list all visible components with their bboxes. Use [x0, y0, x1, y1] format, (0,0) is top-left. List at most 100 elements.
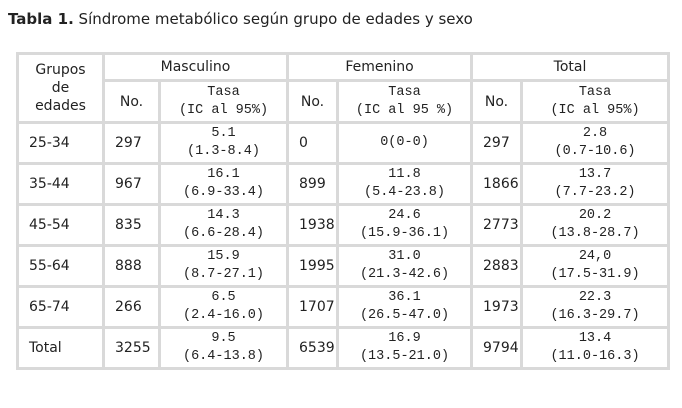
- data-table: Grupos de edades Masculino Femenino Tota…: [16, 51, 671, 370]
- cell-f-no-line-1: 1938: [299, 217, 335, 233]
- cell-f-rate-line-2: (13.5-21.0): [359, 349, 450, 364]
- cell-f-no: 0: [286, 121, 339, 165]
- cell-m-rate-line-1: 14.3: [207, 208, 240, 223]
- cell-m-no: 888: [102, 244, 161, 288]
- cell-m-no-line-1: 297: [115, 135, 142, 151]
- cell-m-rate-line-2: (2.4-16.0): [182, 308, 264, 323]
- cell-m-no-line-1: 835: [115, 217, 142, 233]
- cell-age-group: 55-64: [16, 244, 105, 288]
- header-age-group: Grupos de edades: [16, 52, 105, 124]
- cell-f-no-line-1: 1707: [299, 299, 335, 315]
- header-total: Total: [470, 51, 671, 83]
- header-age-line-1: Grupos: [35, 62, 86, 78]
- cell-t-rate-line-1: 24,0: [578, 249, 612, 264]
- cell-f-no-line-1: 0: [299, 135, 308, 151]
- header-age-line-2: de: [51, 80, 70, 96]
- table-row: 25-34 297 5.1 (1.3-8.4) 0 0(0-0) 297 2.8 (0.7-10…: [16, 121, 671, 165]
- cell-t-no-line-1: 297: [483, 135, 510, 151]
- cell-f-no: 1995: [286, 244, 339, 288]
- cell-m-no: 297: [102, 121, 161, 165]
- header-t-rate-line-1: Tasa: [578, 84, 612, 100]
- cell-m-rate-line-1: 9.5: [211, 331, 236, 346]
- cell-f-rate: 16.9 (13.5-21.0): [335, 326, 474, 370]
- cell-age-group-line-1: 25-34: [29, 135, 70, 151]
- header-femenino: Femenino: [285, 51, 474, 83]
- cell-m-no: 835: [102, 203, 161, 247]
- cell-t-rate-line-1: 13.4: [578, 331, 612, 346]
- header-masculino: Masculino: [102, 51, 289, 83]
- cell-m-rate-line-2: (6.6-28.4): [182, 226, 264, 241]
- header-m-rate: Tasa (IC al 95%): [158, 79, 289, 124]
- cell-m-rate-line-2: (6.4-13.8): [182, 349, 264, 364]
- cell-f-no: 6539: [286, 326, 339, 370]
- cell-t-no-line-1: 1866: [483, 176, 519, 192]
- cell-t-rate: 2.8 (0.7-10.6): [520, 121, 671, 165]
- cell-t-rate-line-1: 20.2: [578, 208, 612, 223]
- cell-t-no: 2773: [470, 203, 524, 247]
- cell-t-no: 1973: [470, 285, 524, 329]
- cell-m-no: 3255: [102, 326, 161, 370]
- table-body: Grupos de edades Masculino Femenino Tota…: [16, 51, 671, 370]
- cell-m-rate: 14.3 (6.6-28.4): [158, 203, 289, 247]
- cell-t-no: 2883: [470, 244, 524, 288]
- table-row: 35-44 967 16.1 (6.9-33.4) 899 11.8 (5.4-23.8) 1…: [16, 162, 671, 206]
- cell-m-rate-line-1: 5.1: [211, 126, 236, 141]
- cell-f-rate-line-2: (15.9-36.1): [359, 226, 450, 241]
- cell-age-group: 45-54: [16, 203, 105, 247]
- cell-f-no: 899: [286, 162, 339, 206]
- cell-t-rate: 22.3 (16.3-29.7): [520, 285, 671, 329]
- cell-age-group: 25-34: [16, 121, 105, 165]
- cell-t-no-line-1: 2773: [483, 217, 519, 233]
- cell-m-rate-line-1: 6.5: [211, 290, 236, 305]
- cell-age-group-line-1: 35-44: [29, 176, 70, 192]
- cell-f-rate-line-1: 11.8: [388, 167, 421, 182]
- cell-m-rate: 15.9 (8.7-27.1): [158, 244, 289, 288]
- cell-t-rate-line-1: 13.7: [578, 167, 612, 182]
- cell-age-group-line-1: 45-54: [29, 217, 70, 233]
- cell-t-rate: 13.7 (7.7-23.2): [520, 162, 671, 206]
- cell-f-rate-line-1: 16.9: [388, 331, 421, 346]
- cell-f-rate-line-2: (21.3-42.6): [359, 267, 450, 282]
- cell-f-rate-line-2: (5.4-23.8): [364, 185, 446, 200]
- cell-m-no: 266: [102, 285, 161, 329]
- header-f-no: No.: [286, 79, 339, 124]
- table-row: Total 3255 9.5 (6.4-13.8) 6539 16.9 (13.5-21.0…: [16, 326, 671, 370]
- cell-t-no: 297: [470, 121, 524, 165]
- header-m-rate-line-1: Tasa: [207, 84, 240, 100]
- table-title-prefix: Tabla 1.: [8, 10, 74, 28]
- cell-t-no: 9794: [470, 326, 524, 370]
- cell-m-no: 967: [102, 162, 161, 206]
- cell-f-no-line-1: 6539: [299, 340, 335, 356]
- cell-age-group: Total: [16, 326, 105, 370]
- cell-age-group: 35-44: [16, 162, 105, 206]
- header-t-rate-line-2: (IC al 95%): [550, 102, 640, 118]
- cell-m-rate-line-2: (6.9-33.4): [182, 185, 264, 200]
- cell-f-rate-line-2: (26.5-47.0): [359, 308, 450, 323]
- header-m-no: No.: [102, 79, 161, 124]
- table-row: 65-74 266 6.5 (2.4-16.0) 1707 36.1 (26.5-47.0)…: [16, 285, 671, 329]
- cell-f-rate-line-1: 0(0-0): [380, 135, 429, 150]
- cell-t-rate: 20.2 (13.8-28.7): [520, 203, 671, 247]
- cell-f-no: 1938: [286, 203, 339, 247]
- cell-m-rate-line-2: (1.3-8.4): [187, 144, 260, 159]
- header-t-no: No.: [470, 79, 524, 124]
- cell-m-rate: 16.1 (6.9-33.4): [158, 162, 289, 206]
- cell-age-group-line-1: 55-64: [29, 258, 70, 274]
- cell-m-rate: 9.5 (6.4-13.8): [158, 326, 289, 370]
- cell-t-rate-line-2: (17.5-31.9): [550, 267, 640, 282]
- cell-m-rate: 6.5 (2.4-16.0): [158, 285, 289, 329]
- header-row-groups: Grupos de edades Masculino Femenino Tota…: [16, 51, 671, 124]
- table-row: 45-54 835 14.3 (6.6-28.4) 1938 24.6 (15.9-36.1…: [16, 203, 671, 247]
- cell-f-no-line-1: 1995: [299, 258, 335, 274]
- cell-f-rate: 11.8 (5.4-23.8): [335, 162, 474, 206]
- cell-m-no-line-1: 888: [115, 258, 142, 274]
- cell-f-rate: 0(0-0): [335, 121, 474, 165]
- cell-m-no-line-1: 266: [115, 299, 142, 315]
- cell-m-no-line-1: 3255: [115, 340, 151, 356]
- cell-t-rate-line-2: (16.3-29.7): [550, 308, 640, 323]
- cell-t-no-line-1: 1973: [483, 299, 519, 315]
- cell-f-rate: 24.6 (15.9-36.1): [335, 203, 474, 247]
- header-m-rate-line-2: (IC al 95%): [178, 102, 269, 118]
- cell-age-group-line-1: Total: [29, 340, 62, 356]
- cell-t-rate: 24,0 (17.5-31.9): [520, 244, 671, 288]
